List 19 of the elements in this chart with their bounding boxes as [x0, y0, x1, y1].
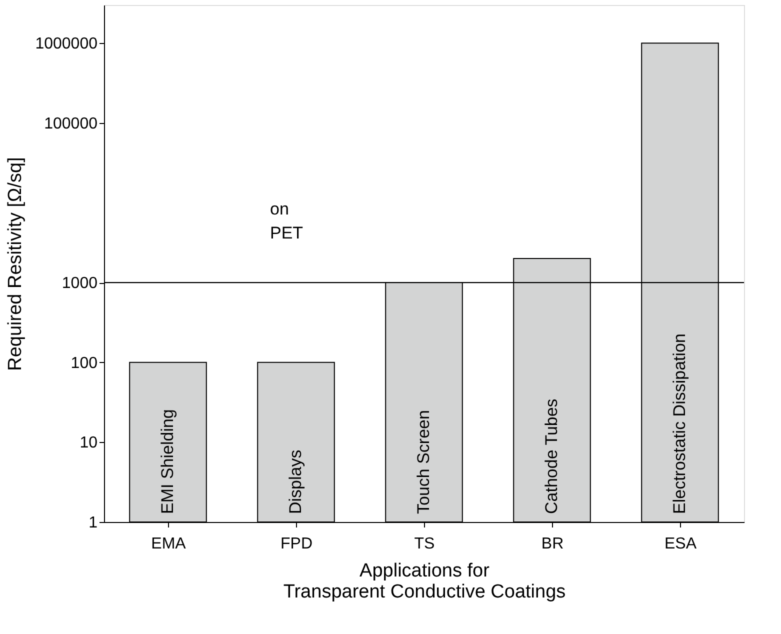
annotation: Displays [286, 450, 305, 514]
x-tick-label: ESA [664, 536, 697, 552]
y-axis-title: Required Resitivity [Ω/sq] [5, 157, 26, 371]
x-tick-label: EMA [151, 536, 186, 552]
x-tick-label: TS [414, 536, 435, 552]
y-tick-label: 1000 [62, 275, 98, 292]
x-tick-label: BR [541, 536, 564, 552]
annotation: Touch Screen [414, 410, 433, 514]
y-tick-label: 1 [88, 514, 98, 532]
annotation: EMI Shielding [158, 409, 177, 514]
annotation: Electrostatic Dissipation [670, 334, 689, 514]
x-tick-label: FPD [280, 536, 312, 552]
annotation: on PET [270, 199, 304, 242]
y-tick-label: 100000 [44, 115, 98, 132]
y-tick-label: 10 [80, 434, 98, 452]
y-tick-label: 100 [70, 354, 98, 372]
y-tick-label: 1000000 [35, 36, 98, 53]
x-axis-title: Applications for Transparent Conductive Coatings [283, 560, 566, 602]
annotation: Cathode Tubes [542, 398, 561, 514]
